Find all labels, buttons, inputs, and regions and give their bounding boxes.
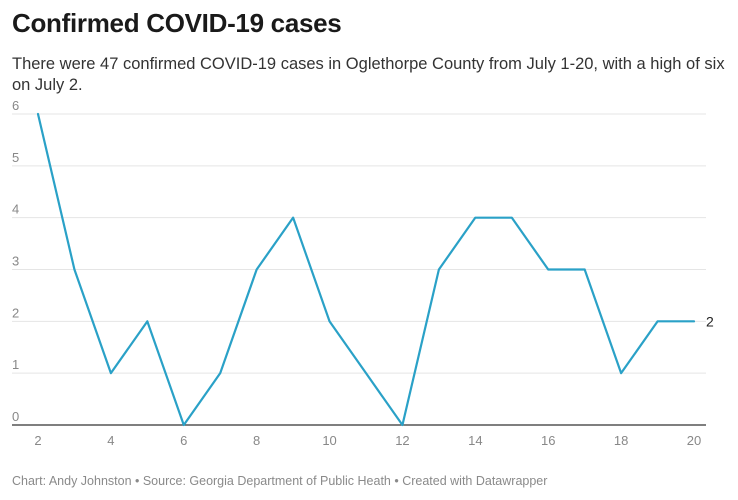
x-axis-ticks: 2 4 6 8 10 12 14 16 18 20 bbox=[34, 433, 701, 448]
end-value-label: 2 bbox=[706, 313, 714, 329]
x-tick-label: 8 bbox=[253, 433, 260, 448]
x-tick-label: 2 bbox=[34, 433, 41, 448]
y-tick-label: 5 bbox=[12, 150, 19, 165]
x-tick-label: 6 bbox=[180, 433, 187, 448]
y-axis-ticks: 0 1 2 3 4 5 6 bbox=[12, 98, 19, 424]
x-tick-label: 10 bbox=[322, 433, 336, 448]
chart-subtitle: There were 47 confirmed COVID-19 cases i… bbox=[12, 55, 725, 94]
x-tick-label: 18 bbox=[614, 433, 628, 448]
y-tick-label: 1 bbox=[12, 357, 19, 372]
gridlines bbox=[12, 113, 706, 426]
x-tick-label: 16 bbox=[541, 433, 555, 448]
chart-footer: Chart: Andy Johnston • Source: Georgia D… bbox=[12, 474, 548, 488]
x-tick-label: 20 bbox=[687, 433, 701, 448]
series-line bbox=[36, 112, 696, 427]
x-tick-label: 14 bbox=[468, 433, 482, 448]
y-tick-label: 0 bbox=[12, 409, 19, 424]
y-tick-label: 3 bbox=[12, 254, 19, 269]
y-tick-label: 2 bbox=[12, 305, 19, 320]
chart-title: Confirmed COVID-19 cases bbox=[12, 8, 342, 38]
x-tick-label: 4 bbox=[107, 433, 114, 448]
y-tick-label: 4 bbox=[12, 202, 19, 217]
y-tick-label: 6 bbox=[12, 98, 19, 113]
x-tick-label: 12 bbox=[395, 433, 409, 448]
